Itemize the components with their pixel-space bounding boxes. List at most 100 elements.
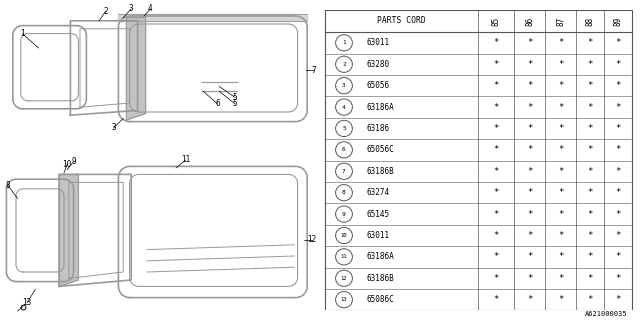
Text: PARTS CORD: PARTS CORD — [377, 16, 426, 25]
Text: *: * — [588, 145, 593, 154]
Text: 63280: 63280 — [367, 60, 390, 69]
Text: *: * — [527, 124, 532, 133]
Text: 5: 5 — [233, 100, 237, 108]
Text: *: * — [588, 231, 593, 240]
Text: *: * — [558, 124, 563, 133]
Text: *: * — [493, 145, 499, 154]
Text: 63186: 63186 — [367, 124, 390, 133]
Text: *: * — [558, 167, 563, 176]
Text: *: * — [616, 210, 621, 219]
Text: *: * — [558, 103, 563, 112]
Text: *: * — [616, 231, 621, 240]
Text: *: * — [493, 103, 499, 112]
Text: *: * — [527, 231, 532, 240]
Text: 3: 3 — [129, 4, 134, 13]
Text: *: * — [493, 295, 499, 304]
Text: 63274: 63274 — [367, 188, 390, 197]
Text: 10: 10 — [63, 160, 72, 169]
Text: *: * — [527, 188, 532, 197]
Text: *: * — [616, 252, 621, 261]
Text: *: * — [527, 38, 532, 47]
Text: *: * — [616, 274, 621, 283]
Text: *: * — [588, 252, 593, 261]
Text: *: * — [493, 38, 499, 47]
Text: 3: 3 — [111, 124, 116, 132]
Text: 11: 11 — [181, 156, 190, 164]
Text: *: * — [616, 60, 621, 69]
Text: 8: 8 — [6, 181, 10, 190]
Text: *: * — [558, 81, 563, 90]
Text: *: * — [588, 295, 593, 304]
Polygon shape — [127, 18, 146, 120]
Text: 6: 6 — [215, 100, 220, 108]
Text: *: * — [558, 295, 563, 304]
Text: *: * — [493, 124, 499, 133]
Text: 1: 1 — [342, 40, 346, 45]
Text: *: * — [493, 252, 499, 261]
Text: *: * — [588, 124, 593, 133]
Text: 12: 12 — [307, 236, 317, 244]
Text: *: * — [616, 124, 621, 133]
Text: *: * — [588, 81, 593, 90]
Text: 8: 8 — [342, 190, 346, 195]
Text: *: * — [616, 103, 621, 112]
Text: *: * — [493, 274, 499, 283]
Text: 13: 13 — [340, 297, 348, 302]
Text: 6: 6 — [342, 148, 346, 152]
Text: *: * — [493, 231, 499, 240]
Text: 2: 2 — [342, 62, 346, 67]
Text: *: * — [527, 103, 532, 112]
Text: *: * — [616, 145, 621, 154]
Text: 12: 12 — [340, 276, 348, 281]
Text: *: * — [558, 188, 563, 197]
Text: 63186B: 63186B — [367, 274, 394, 283]
Text: *: * — [588, 210, 593, 219]
Text: 86: 86 — [525, 16, 534, 26]
Text: 5: 5 — [233, 93, 237, 102]
Text: *: * — [493, 60, 499, 69]
Text: 87: 87 — [556, 16, 565, 26]
Text: 9: 9 — [342, 212, 346, 217]
Text: *: * — [527, 252, 532, 261]
Polygon shape — [118, 14, 307, 21]
Text: *: * — [493, 210, 499, 219]
Text: 7: 7 — [342, 169, 346, 174]
Text: *: * — [616, 295, 621, 304]
Text: *: * — [588, 60, 593, 69]
Text: 65056: 65056 — [367, 81, 390, 90]
Text: *: * — [588, 188, 593, 197]
Text: 63186A: 63186A — [367, 103, 394, 112]
Text: 9: 9 — [71, 157, 76, 166]
Text: *: * — [588, 103, 593, 112]
Text: *: * — [558, 38, 563, 47]
Polygon shape — [60, 174, 79, 286]
Text: *: * — [493, 167, 499, 176]
Text: 5: 5 — [342, 126, 346, 131]
Text: 63011: 63011 — [367, 231, 390, 240]
Text: 63186B: 63186B — [367, 167, 394, 176]
Text: *: * — [527, 210, 532, 219]
Text: 2: 2 — [103, 7, 108, 16]
Text: *: * — [527, 81, 532, 90]
Text: *: * — [527, 167, 532, 176]
Text: *: * — [527, 145, 532, 154]
Text: *: * — [616, 38, 621, 47]
Text: *: * — [527, 274, 532, 283]
Text: 85: 85 — [492, 16, 500, 26]
Text: *: * — [527, 295, 532, 304]
Text: *: * — [493, 188, 499, 197]
Text: *: * — [558, 210, 563, 219]
Text: *: * — [558, 60, 563, 69]
Text: 13: 13 — [22, 298, 32, 307]
Text: A621000035: A621000035 — [585, 311, 627, 317]
Text: 65086C: 65086C — [367, 295, 394, 304]
Text: *: * — [558, 252, 563, 261]
Text: *: * — [527, 60, 532, 69]
Text: *: * — [558, 231, 563, 240]
Text: *: * — [558, 274, 563, 283]
Text: 11: 11 — [340, 254, 348, 260]
Text: *: * — [588, 274, 593, 283]
Text: 3: 3 — [342, 83, 346, 88]
Text: *: * — [616, 188, 621, 197]
Text: 89: 89 — [614, 16, 623, 26]
